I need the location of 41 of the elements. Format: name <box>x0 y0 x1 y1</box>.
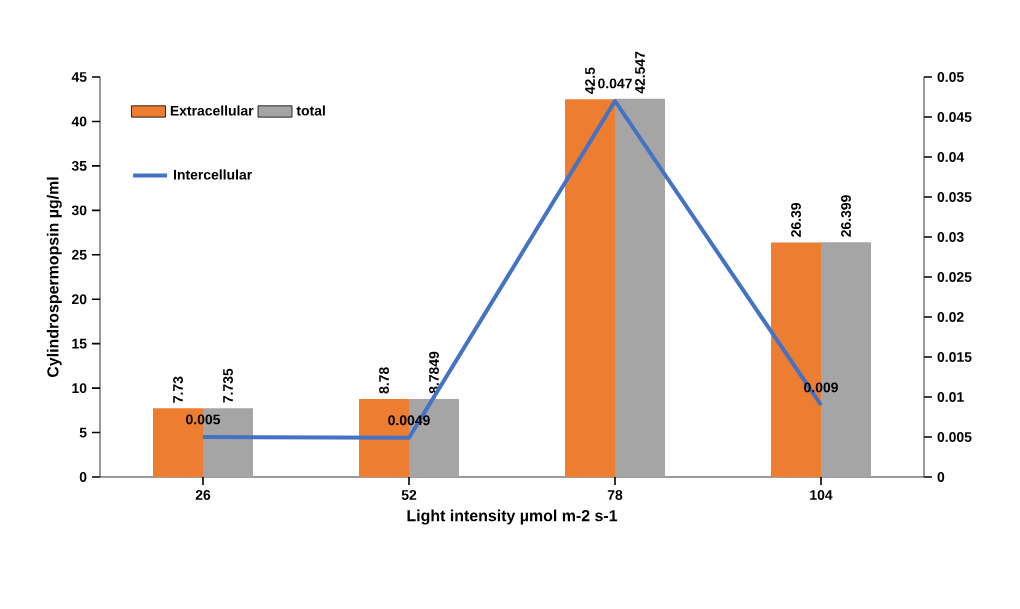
data-label: 8.78 <box>379 367 389 394</box>
y-tick-label: 20 <box>71 294 87 305</box>
y2-tick-label: 0.03 <box>937 232 964 242</box>
bar <box>615 98 666 477</box>
y-tick-label: 0 <box>79 472 87 482</box>
x-tick-label: 52 <box>401 490 417 500</box>
y2-tick-label: 0.04 <box>937 152 965 162</box>
y-tick-label: 25 <box>71 249 87 260</box>
data-label: 26.399 <box>841 195 851 237</box>
data-label: 26.39 <box>791 203 801 237</box>
y-tick-label: 10 <box>72 383 87 394</box>
data-label: 7.735 <box>223 368 233 403</box>
y-tick-label: 35 <box>71 160 87 171</box>
y2-tick-label: 0.05 <box>937 72 964 82</box>
y-axis-title: Cylindrospermopsin µg/ml <box>46 177 62 378</box>
y2-tick-label: 0.025 <box>937 272 972 282</box>
x-tick-label: 104 <box>810 490 833 500</box>
bar <box>565 99 616 477</box>
x-axis-title: Light intensity µmol m-2 s-1 <box>407 509 618 525</box>
y2-tick-label: 0.005 <box>937 432 972 442</box>
data-label: 7.73 <box>173 376 183 403</box>
y2-tick-label: 0 <box>937 472 945 482</box>
y2-tick-label: 0.045 <box>937 112 972 122</box>
x-tick-label: 78 <box>607 490 623 500</box>
y-tick-label: 15 <box>72 338 87 349</box>
data-label: 42.5 <box>585 67 595 94</box>
y-tick-label: 45 <box>71 72 87 82</box>
data-label: 0.047 <box>598 78 632 89</box>
data-label: 0.005 <box>186 414 221 425</box>
legend-label: Intercellular <box>174 169 252 180</box>
y-tick-label: 5 <box>79 427 87 438</box>
legend-label: total <box>296 105 325 116</box>
y2-tick-label: 0.01 <box>937 392 964 402</box>
legend-label: Extracellular <box>170 105 254 116</box>
x-tick-label: 26 <box>195 490 211 500</box>
y2-tick-label: 0.015 <box>937 352 972 362</box>
y2-tick-label: 0.02 <box>937 312 964 322</box>
data-label: 42.547 <box>635 51 645 94</box>
y2-tick-label: 0.035 <box>937 192 972 202</box>
y-tick-label: 40 <box>71 116 87 127</box>
y-tick-label: 30 <box>71 205 87 216</box>
